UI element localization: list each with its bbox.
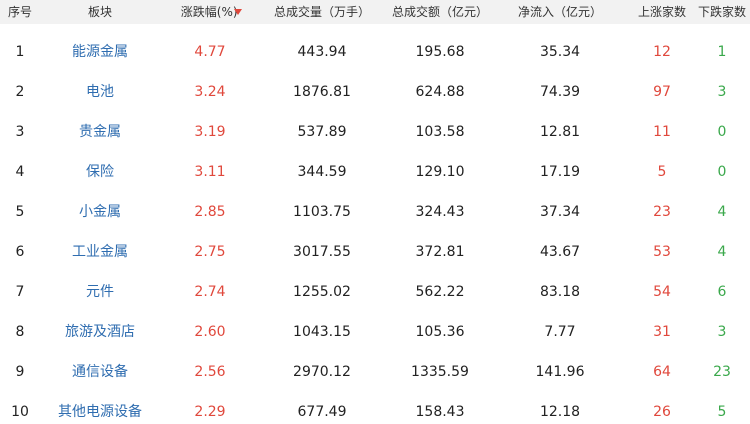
sector-name[interactable]: 其他电源设备	[58, 404, 142, 420]
up-count: 97	[653, 84, 671, 100]
column-header[interactable]: 下跌家数	[697, 5, 747, 19]
turnover: 372.81	[415, 244, 465, 260]
column-header: 序号	[7, 5, 33, 19]
net-inflow: 141.96	[535, 364, 585, 380]
rank: 2	[15, 84, 25, 100]
change-pct: 2.29	[194, 404, 226, 420]
change-pct: 3.19	[194, 124, 226, 140]
down-count: 5	[717, 404, 727, 420]
column-header[interactable]: 净流入（亿元）	[517, 5, 603, 19]
down-count: 0	[717, 164, 727, 180]
sector-name[interactable]: 元件	[86, 284, 114, 300]
down-count: 4	[717, 204, 727, 220]
up-count: 53	[653, 244, 671, 260]
rank: 9	[15, 364, 25, 380]
change-pct: 2.60	[194, 324, 226, 340]
rank: 8	[15, 324, 25, 340]
change-pct: 2.74	[194, 284, 226, 300]
rank: 3	[15, 124, 25, 140]
net-inflow: 7.77	[544, 324, 576, 340]
table-header: 序号 板块 涨跌幅(%) 总成交量（万手） 总成交额（亿元） 净流入（亿元） 上涨家数 下跌家…	[0, 0, 750, 24]
rank: 7	[15, 284, 25, 300]
column-header: 板块	[87, 5, 113, 19]
down-count: 0	[717, 124, 727, 140]
change-pct: 3.11	[194, 164, 226, 180]
turnover: 562.22	[415, 284, 465, 300]
up-count: 12	[653, 44, 671, 60]
sort-icon[interactable]	[234, 9, 242, 15]
column-header[interactable]: 涨跌幅(%)	[180, 5, 238, 19]
up-count: 31	[653, 324, 671, 340]
down-count: 3	[717, 324, 727, 340]
column-header[interactable]: 总成交量（万手）	[273, 5, 371, 19]
net-inflow: 12.18	[539, 404, 581, 420]
sector-name[interactable]: 能源金属	[72, 44, 128, 60]
net-inflow: 43.67	[539, 244, 581, 260]
column-header[interactable]: 上涨家数	[637, 5, 687, 19]
volume: 443.94	[297, 44, 347, 60]
change-pct: 2.56	[194, 364, 226, 380]
volume: 344.59	[297, 164, 347, 180]
up-count: 5	[657, 164, 667, 180]
net-inflow: 12.81	[539, 124, 581, 140]
sector-name[interactable]: 贵金属	[79, 124, 121, 140]
net-inflow: 35.34	[539, 44, 581, 60]
down-count: 6	[717, 284, 727, 300]
turnover: 324.43	[415, 204, 465, 220]
change-pct: 4.77	[194, 44, 226, 60]
rank: 4	[15, 164, 25, 180]
change-pct: 3.24	[194, 84, 226, 100]
change-pct: 2.75	[194, 244, 226, 260]
rank: 5	[15, 204, 25, 220]
up-count: 11	[653, 124, 671, 140]
sector-name[interactable]: 旅游及酒店	[65, 324, 135, 340]
rank: 1	[15, 44, 25, 60]
down-count: 23	[713, 364, 731, 380]
turnover: 158.43	[415, 404, 465, 420]
sector-name[interactable]: 通信设备	[72, 364, 128, 380]
volume: 1876.81	[293, 84, 351, 100]
volume: 3017.55	[293, 244, 351, 260]
up-count: 23	[653, 204, 671, 220]
up-count: 64	[653, 364, 671, 380]
net-inflow: 83.18	[539, 284, 581, 300]
volume: 537.89	[297, 124, 347, 140]
up-count: 26	[653, 404, 671, 420]
turnover: 624.88	[415, 84, 465, 100]
net-inflow: 74.39	[539, 84, 581, 100]
volume: 677.49	[297, 404, 347, 420]
sector-name[interactable]: 电池	[86, 84, 114, 100]
turnover: 1335.59	[411, 364, 469, 380]
down-count: 1	[717, 44, 727, 60]
up-count: 54	[653, 284, 671, 300]
sector-name[interactable]: 小金属	[79, 204, 121, 220]
volume: 2970.12	[293, 364, 351, 380]
down-count: 3	[717, 84, 727, 100]
turnover: 105.36	[415, 324, 465, 340]
rank: 6	[15, 244, 25, 260]
sector-name[interactable]: 保险	[86, 164, 114, 180]
net-inflow: 37.34	[539, 204, 581, 220]
sector-name[interactable]: 工业金属	[72, 244, 128, 260]
volume: 1255.02	[293, 284, 351, 300]
volume: 1103.75	[293, 204, 351, 220]
turnover: 103.58	[415, 124, 465, 140]
rank: 10	[11, 404, 29, 420]
volume: 1043.15	[293, 324, 351, 340]
column-header[interactable]: 总成交额（亿元）	[391, 5, 489, 19]
turnover: 129.10	[415, 164, 465, 180]
turnover: 195.68	[415, 44, 465, 60]
change-pct: 2.85	[194, 204, 226, 220]
down-count: 4	[717, 244, 727, 260]
net-inflow: 17.19	[539, 164, 581, 180]
